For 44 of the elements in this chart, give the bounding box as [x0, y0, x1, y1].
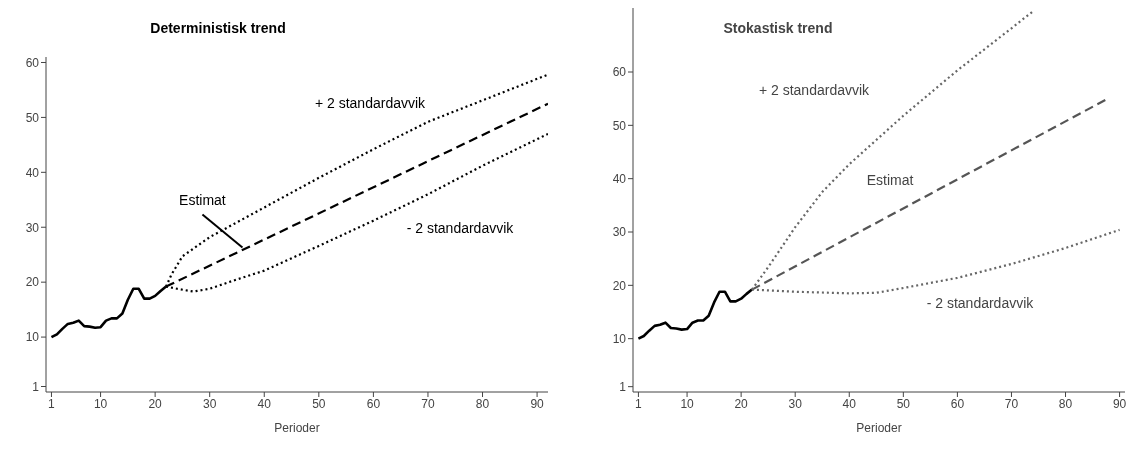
y-tick-label: 1 — [619, 379, 627, 394]
x-tick-label: 90 — [530, 396, 545, 411]
y-tick-label: 60 — [25, 55, 40, 70]
x-tick-label: 20 — [148, 396, 163, 411]
x-tick-label: 70 — [1004, 396, 1019, 411]
x-tick-label: 30 — [788, 396, 803, 411]
y-tick-label: 1 — [32, 379, 40, 394]
x-tick-label: 80 — [475, 396, 490, 411]
y-tick-label: 10 — [612, 331, 627, 346]
y-tick-label: 30 — [612, 225, 627, 240]
annotation: - 2 standardavvik — [406, 220, 514, 236]
y-tick-label: 40 — [612, 171, 627, 186]
x-tick-label: 10 — [93, 396, 108, 411]
annotation: - 2 standardavvik — [926, 295, 1034, 311]
x-tick-label: 10 — [680, 396, 695, 411]
annotation: + 2 standardavvik — [758, 82, 870, 98]
text: Stokastisk trend — [722, 20, 834, 36]
annotation: Estimat — [866, 172, 914, 188]
x-tick-label: 1 — [635, 396, 643, 411]
x-axis-title: Perioder — [856, 421, 902, 435]
x-tick-label: 1 — [48, 396, 56, 411]
annotation: + 2 standardavvik — [314, 95, 426, 111]
x-tick-label: 60 — [950, 396, 965, 411]
y-tick-label: 10 — [25, 330, 40, 345]
y-tick-label: 50 — [612, 118, 627, 133]
x-tick-label: 50 — [312, 396, 326, 411]
x-tick-label: 70 — [421, 396, 435, 411]
x-axis-title: Perioder — [274, 421, 320, 435]
annotation: Estimat — [179, 192, 226, 209]
y-tick-label: 20 — [612, 278, 627, 293]
y-tick-label: 30 — [25, 220, 40, 235]
x-tick-label: 60 — [366, 396, 381, 411]
x-tick-label: 80 — [1058, 396, 1073, 411]
x-tick-label: 50 — [896, 396, 911, 411]
y-tick-label: 40 — [25, 165, 40, 180]
x-tick-label: 40 — [257, 396, 272, 411]
x-tick-label: 20 — [734, 396, 749, 411]
x-tick-label: 40 — [842, 396, 857, 411]
y-tick-label: 20 — [25, 275, 40, 290]
chart-title: Deterministisk trend — [149, 20, 287, 36]
x-tick-label: 30 — [203, 396, 217, 411]
y-tick-label: 60 — [612, 65, 627, 80]
x-tick-label: 90 — [1112, 396, 1127, 411]
y-tick-label: 50 — [25, 110, 40, 125]
